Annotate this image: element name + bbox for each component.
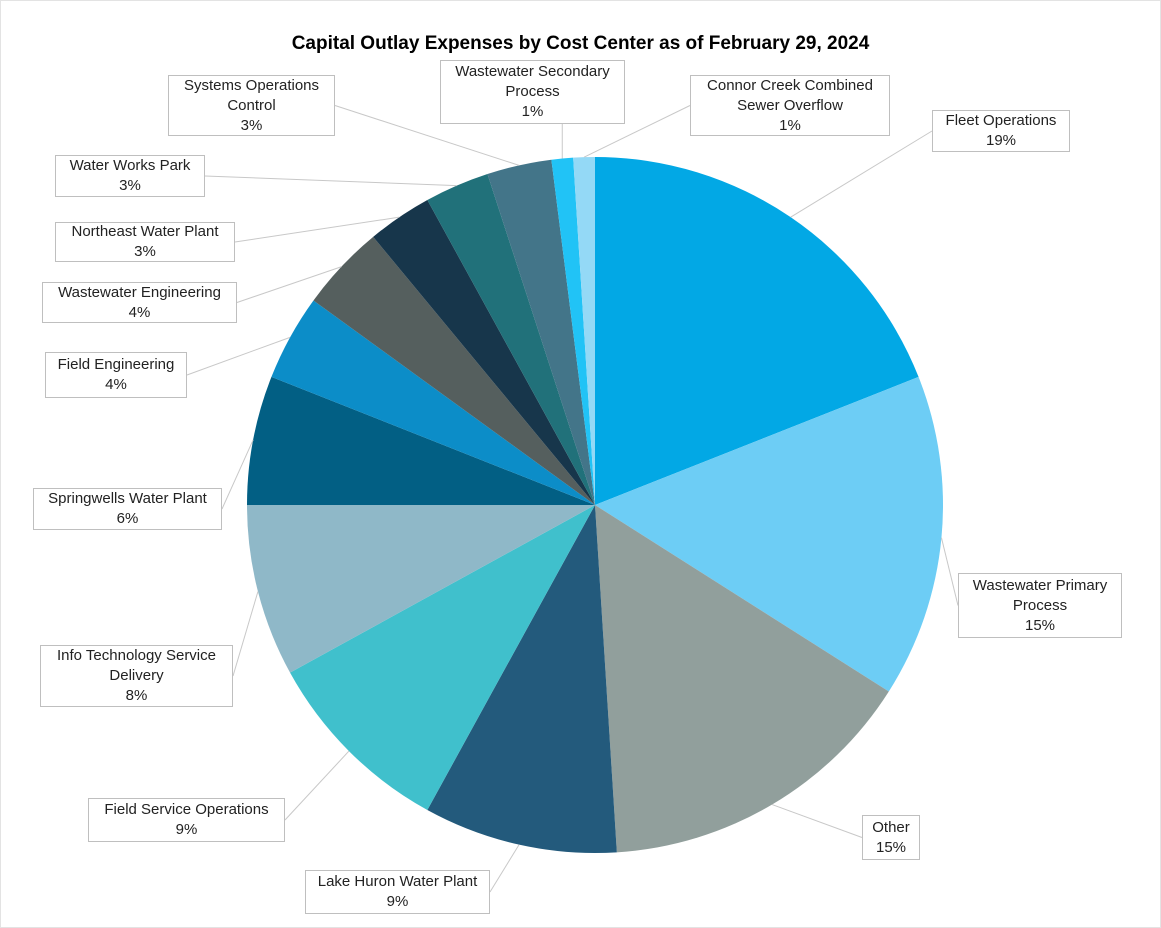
leader-line <box>236 266 342 303</box>
leader-line <box>284 750 350 821</box>
data-label: Wastewater Secondary Process 1% <box>440 60 625 124</box>
leader-line <box>771 804 863 838</box>
pie-slice <box>595 505 889 853</box>
pie-slice <box>313 236 595 505</box>
label-value: 8% <box>125 687 148 704</box>
leader-line <box>790 130 933 218</box>
pie-slice <box>373 200 595 505</box>
label-name: Fleet Operations <box>945 112 1057 129</box>
data-label: Springwells Water Plant 6% <box>33 488 222 530</box>
label-value: 6% <box>116 510 139 527</box>
data-label: Field Engineering 4% <box>45 352 187 398</box>
data-label: Water Works Park 3% <box>55 155 205 197</box>
label-value: 4% <box>105 376 127 393</box>
pie-slice <box>271 300 595 505</box>
leader-line <box>221 439 254 510</box>
label-value: 4% <box>128 303 151 321</box>
label-name: Other <box>872 818 910 836</box>
data-label: Other 15% <box>862 815 920 860</box>
label-value: 15% <box>1024 616 1056 634</box>
label-name: Wastewater Primary Process <box>972 576 1108 614</box>
data-label: Fleet Operations 19% <box>932 110 1070 152</box>
data-label: Lake Huron Water Plant 9% <box>305 870 490 914</box>
label-name: Wastewater Engineering <box>58 283 221 301</box>
pie-slice <box>247 505 595 673</box>
leader-line <box>334 105 520 166</box>
data-label: Connor Creek Combined Sewer Overflow 1% <box>690 75 890 136</box>
pie-slice <box>551 157 595 505</box>
data-label: Wastewater Primary Process 15% <box>958 573 1122 638</box>
leader-line <box>583 105 691 158</box>
pie-slice <box>427 174 595 505</box>
leader-line <box>940 537 959 606</box>
data-label: Northeast Water Plant 3% <box>55 222 235 262</box>
pie-slice <box>290 505 595 810</box>
pie-slice <box>595 376 943 692</box>
pie-slice <box>573 157 595 505</box>
label-value: 15% <box>875 838 907 856</box>
label-name: Lake Huron Water Plant <box>317 873 478 890</box>
label-name: Connor Creek Combined Sewer Overflow <box>707 76 873 114</box>
label-name: Northeast Water Plant <box>71 223 219 240</box>
pie-slice <box>427 505 617 853</box>
data-label: Wastewater Engineering 4% <box>42 282 237 323</box>
label-value: 1% <box>779 116 801 134</box>
data-label: Field Service Operations 9% <box>88 798 285 842</box>
pie-slice <box>487 159 595 505</box>
label-name: Systems Operations Control <box>183 76 320 114</box>
label-name: Info Technology Service Delivery <box>57 647 216 684</box>
pie-slice <box>595 157 919 505</box>
label-value: 3% <box>134 243 156 260</box>
pie-slice <box>247 376 595 505</box>
label-value: 3% <box>119 177 141 194</box>
label-name: Water Works Park <box>69 157 191 174</box>
leader-line <box>186 336 291 376</box>
data-label: Info Technology Service Delivery 8% <box>40 645 233 707</box>
leader-line <box>232 591 259 677</box>
leader-line <box>234 216 400 243</box>
label-value: 3% <box>240 116 263 134</box>
leader-line <box>204 175 457 187</box>
label-name: Wastewater Secondary Process <box>455 63 610 100</box>
label-value: 19% <box>985 132 1017 149</box>
label-name: Springwells Water Plant <box>48 490 207 507</box>
label-name: Field Engineering <box>57 356 175 373</box>
label-value: 9% <box>175 821 198 838</box>
chart-title: Capital Outlay Expenses by Cost Center a… <box>291 33 870 54</box>
label-value: 9% <box>386 893 409 910</box>
data-label: Systems Operations Control 3% <box>168 75 335 136</box>
leader-line <box>489 844 520 893</box>
label-value: 1% <box>521 103 544 120</box>
label-name: Field Service Operations <box>104 801 269 818</box>
